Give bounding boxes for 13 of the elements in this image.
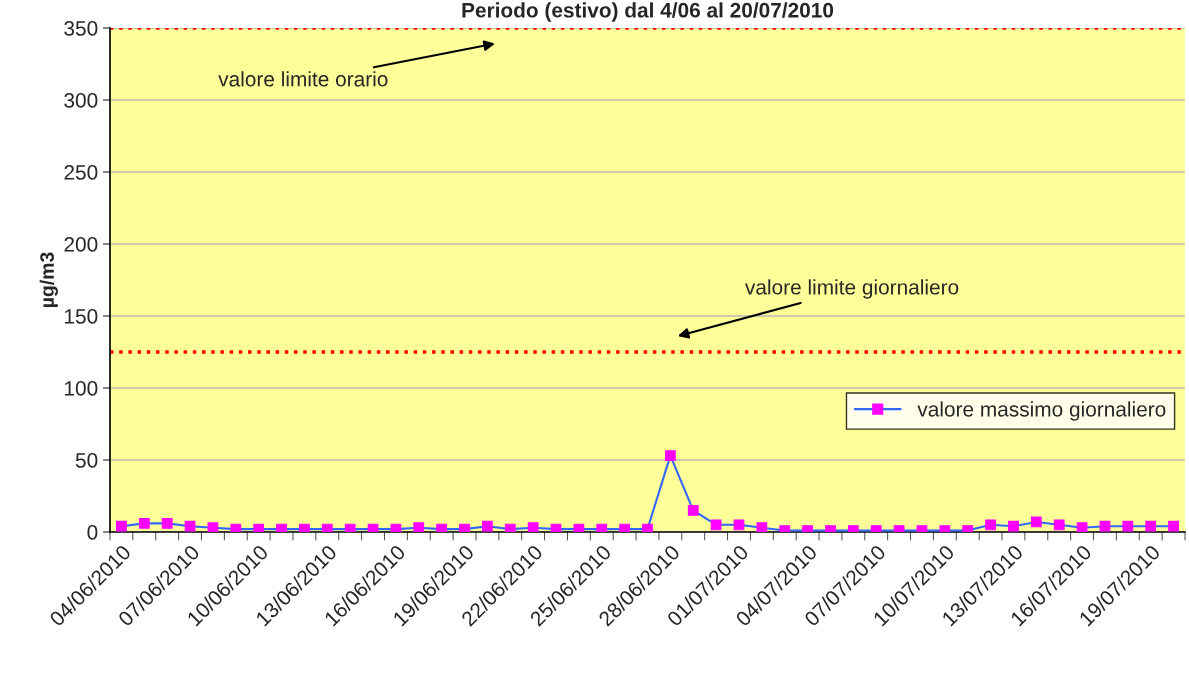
y-tick-label: 250	[64, 165, 98, 180]
chart-title: Periodo (estivo) dal 4/06 al 20/07/2010	[462, 2, 834, 22]
y-tick-label: 50	[75, 453, 98, 468]
y-tick-label: 150	[65, 309, 98, 324]
y-tick-label: 100	[65, 381, 98, 396]
y-tick-label: 300	[64, 93, 98, 108]
y-tick-label: 200	[64, 237, 98, 252]
ref-line-label: valore limite giornaliero	[745, 279, 959, 299]
y-tick-label: 350	[64, 21, 98, 36]
y-axis-title: µg/m3	[39, 252, 58, 308]
ref-line-label: valore limite orario	[218, 71, 388, 87]
legend-label: valore massimo giornaliero	[917, 401, 1166, 421]
y-tick-label: 0	[87, 525, 98, 540]
